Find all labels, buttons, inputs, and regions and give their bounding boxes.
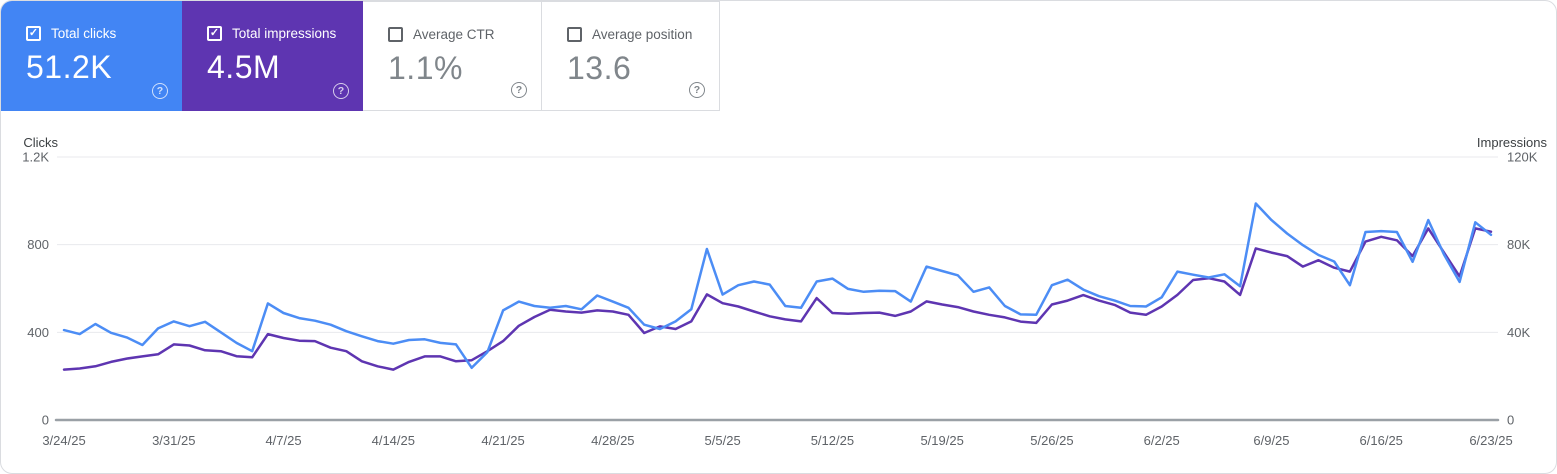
metric-card-total-clicks[interactable]: ✓ Total clicks 51.2K ? [1,1,182,111]
average-ctr-label: Average CTR [413,27,495,42]
x-axis-date-label: 5/26/25 [1030,433,1073,448]
average-ctr-value: 1.1% [388,50,463,86]
metric-card-total-impressions[interactable]: ✓ Total impressions 4.5M ? [182,1,363,111]
x-axis-date-label: 5/19/25 [920,433,963,448]
impressions-line[interactable] [62,227,1493,371]
average-position-label: Average position [592,27,693,42]
average-position-value: 13.6 [567,50,632,86]
performance-chart-area: Clicks Impressions 1.2K 800 400 0 120K 80K 40K 0 3… [1,131,1556,473]
metric-cards-row: ✓ Total clicks 51.2K ? ✓ Total impressio… [1,1,1556,111]
left-axis-tick-label: 800 [27,237,49,252]
x-axis-date-label: 5/5/25 [705,433,741,448]
metric-card-average-position[interactable]: Average position 13.6 ? [541,1,720,111]
left-axis-tick-label: 0 [42,413,49,428]
metric-card-header: ✓ Total clicks [26,26,168,41]
total-clicks-label: Total clicks [51,26,117,41]
average-position-checkbox-icon[interactable] [567,27,582,42]
total-clicks-value: 51.2K [26,49,113,85]
x-axis-date-label: 6/16/25 [1360,433,1403,448]
help-icon[interactable]: ? [511,82,527,98]
metric-card-header: Average position [567,27,705,42]
left-axis-title: Clicks [23,135,58,150]
total-clicks-checkbox-icon[interactable]: ✓ [26,26,41,41]
total-impressions-checkbox-icon[interactable]: ✓ [207,26,222,41]
metric-card-header: Average CTR [388,27,527,42]
metric-card-header: ✓ Total impressions [207,26,349,41]
x-axis-date-label: 4/21/25 [481,433,524,448]
total-impressions-label: Total impressions [232,26,337,41]
right-axis-title: Impressions [1477,135,1548,150]
left-axis-tick-label: 1.2K [22,150,49,165]
metric-card-average-ctr[interactable]: Average CTR 1.1% ? [363,1,542,111]
x-axis-date-label: 3/24/25 [42,433,85,448]
x-axis-date-label: 4/7/25 [265,433,301,448]
x-axis-date-label: 6/2/25 [1144,433,1180,448]
right-axis-tick-label: 80K [1507,237,1530,252]
x-axis-date-label: 6/23/25 [1469,433,1512,448]
average-ctr-checkbox-icon[interactable] [388,27,403,42]
help-icon[interactable]: ? [689,82,705,98]
right-axis-tick-label: 120K [1507,150,1538,165]
left-axis-tick-label: 400 [27,325,49,340]
right-axis-tick-label: 0 [1507,413,1514,428]
x-axis-date-label: 4/28/25 [591,433,634,448]
x-axis-date-label: 5/12/25 [811,433,854,448]
clicks-impressions-line-chart[interactable]: Clicks Impressions 1.2K 800 400 0 120K 80K 40K 0 3… [1,131,1556,473]
clicks-line[interactable] [62,202,1493,370]
x-axis-date-label: 4/14/25 [372,433,415,448]
help-icon[interactable]: ? [152,83,168,99]
right-axis-tick-label: 40K [1507,325,1530,340]
x-axis-date-label: 3/31/25 [152,433,195,448]
help-icon[interactable]: ? [333,83,349,99]
x-axis-date-label: 6/9/25 [1253,433,1289,448]
total-impressions-value: 4.5M [207,49,281,85]
